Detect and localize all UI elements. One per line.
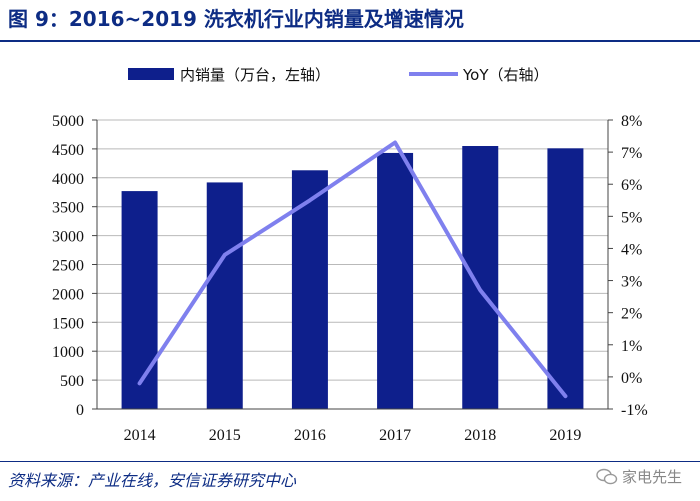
left-tick-label: 4500 — [52, 142, 84, 159]
right-tick-label: 7% — [621, 145, 642, 162]
yoy-point-2015 — [224, 254, 226, 256]
right-tick-label: 5% — [621, 209, 642, 226]
right-tick-label: 4% — [621, 241, 642, 258]
yoy-point-2014 — [139, 382, 141, 384]
x-axis-labels: 2014 2015 2016 2017 2018 2019 — [124, 427, 582, 444]
left-axis-labels: 0 500 1000 1500 2000 2500 3000 3500 4000 4500 5000 — [52, 113, 84, 419]
left-tick-label: 2500 — [52, 258, 84, 275]
right-tick-label: 2% — [621, 306, 642, 323]
gridlines — [97, 119, 608, 381]
left-tick-label: 5000 — [52, 113, 84, 130]
bar-2014 — [121, 191, 158, 409]
right-tick-label: 3% — [621, 274, 642, 291]
bar-2019 — [547, 148, 584, 409]
wechat-icon — [596, 468, 618, 484]
left-tick-label: 4000 — [52, 171, 84, 188]
legend-line-label: YoY（右轴） — [462, 66, 549, 84]
watermark: 家电先生 — [596, 466, 682, 487]
left-tick-label: 3500 — [52, 200, 84, 217]
chart: 内销量（万台，左轴） YoY（右轴） 0 500 1000 1500 2000 2500 3… — [52, 66, 648, 444]
yoy-point-2016 — [309, 199, 311, 201]
chart-title: 图 9：2016~2019 洗衣机行业内销量及增速情况 — [8, 7, 464, 31]
x-tick-label: 2017 — [379, 427, 411, 444]
title-divider — [0, 40, 700, 42]
right-tick-label: -1% — [621, 402, 648, 419]
legend-bar-swatch — [128, 68, 174, 80]
left-tick-label: 1000 — [52, 344, 84, 361]
left-tick-label: 3000 — [52, 229, 84, 246]
left-tick-label: 0 — [76, 402, 84, 419]
axes — [92, 119, 613, 410]
footer-divider — [0, 461, 700, 462]
right-tick-label: 6% — [621, 177, 642, 194]
x-tick-label: 2019 — [549, 427, 581, 444]
bar-2015 — [206, 182, 243, 409]
right-axis-labels: -1% 0% 1% 2% 3% 4% 5% 6% 7% 8% — [621, 113, 648, 419]
x-tick-label: 2018 — [464, 427, 496, 444]
yoy-line — [137, 140, 568, 399]
x-tick-label: 2014 — [124, 427, 156, 444]
legend-bar-label: 内销量（万台，左轴） — [180, 66, 330, 84]
legend: 内销量（万台，左轴） YoY（右轴） — [128, 66, 549, 84]
right-tick-label: 0% — [621, 370, 642, 387]
right-tick-label: 1% — [621, 338, 642, 355]
left-tick-label: 2000 — [52, 286, 84, 303]
right-tick-label: 8% — [621, 113, 642, 130]
bar-series — [121, 146, 584, 410]
yoy-point-2019 — [564, 395, 566, 397]
x-tick-label: 2016 — [294, 427, 326, 444]
x-tick-label: 2015 — [209, 427, 241, 444]
watermark-text: 家电先生 — [621, 468, 682, 486]
source-note: 资料来源：产业在线，安信证券研究中心 — [8, 471, 297, 490]
bar-2018 — [462, 146, 499, 409]
bar-2017 — [377, 152, 414, 410]
yoy-point-2018 — [479, 289, 481, 291]
yoy-line-series — [137, 140, 568, 399]
left-tick-label: 1500 — [52, 315, 84, 332]
left-tick-label: 500 — [60, 373, 84, 390]
yoy-point-2017 — [394, 141, 396, 143]
